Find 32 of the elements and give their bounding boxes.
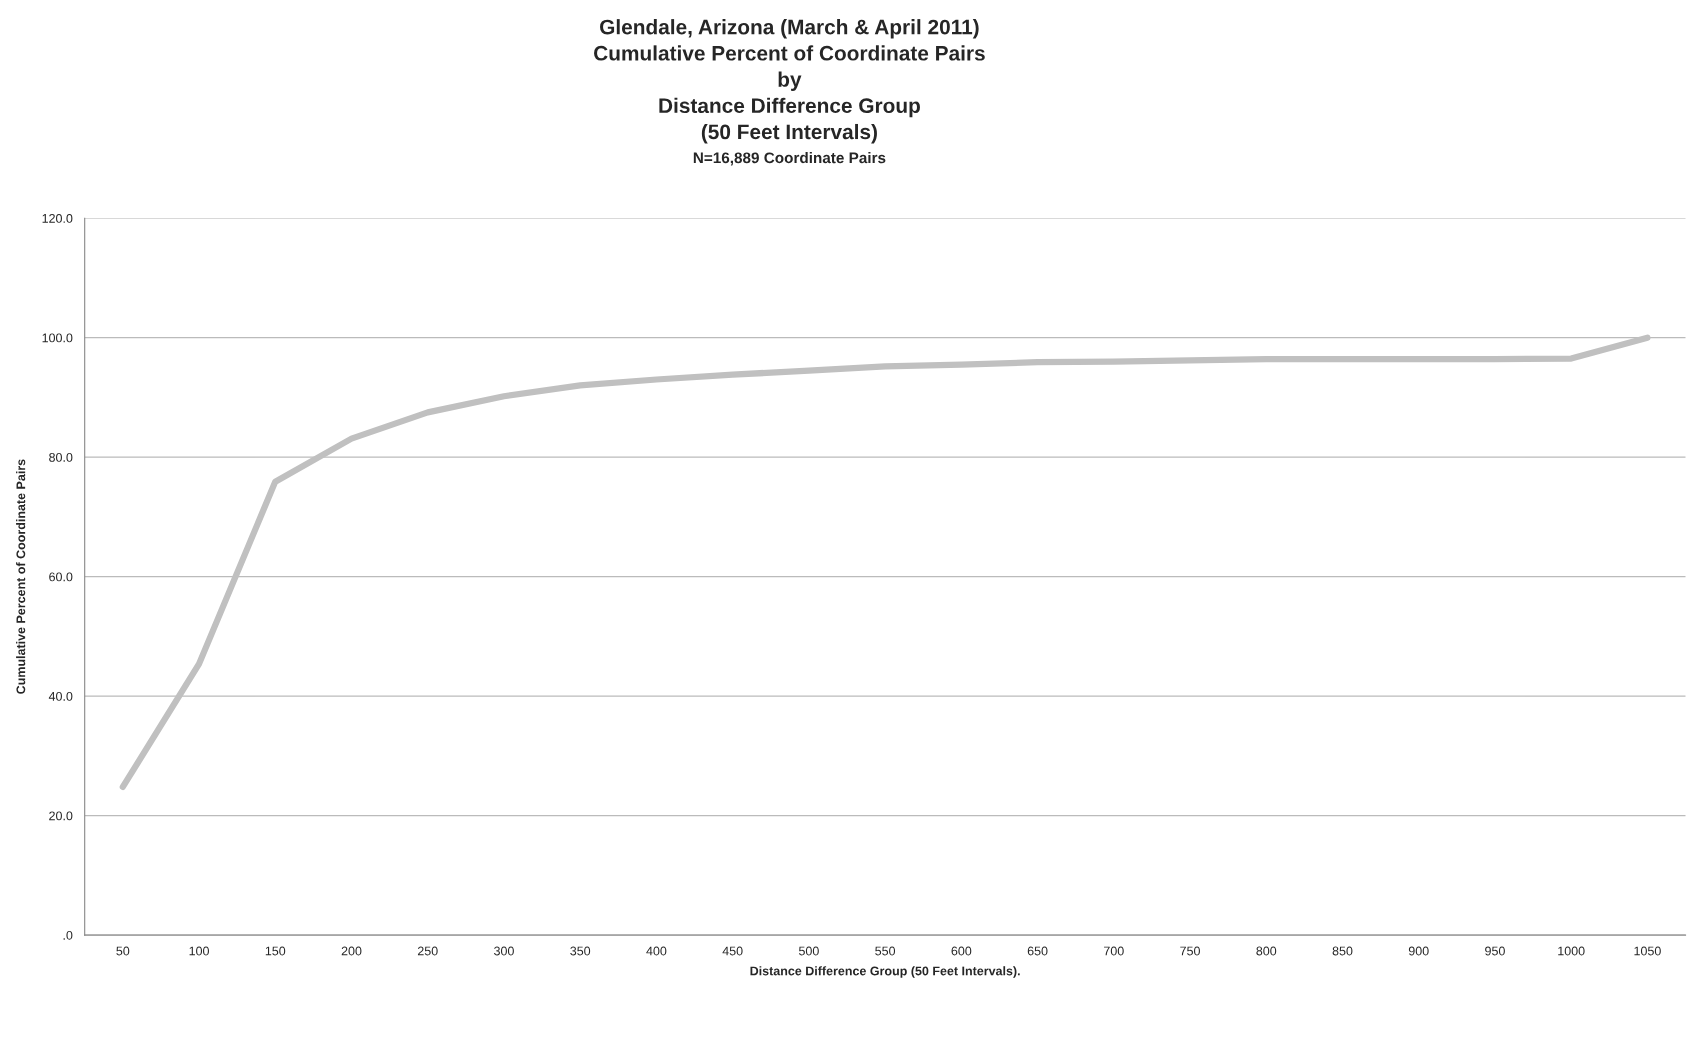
x-tick-label: 1000 bbox=[1558, 946, 1585, 956]
x-tick-label: 50 bbox=[116, 946, 130, 956]
y-axis-title: Cumulative Percent of Coordinate Pairs bbox=[16, 459, 26, 694]
y-tick-label: 80.0 bbox=[49, 452, 73, 462]
x-tick-label: 500 bbox=[798, 946, 819, 956]
y-tick-label: 120.0 bbox=[42, 213, 73, 223]
x-tick-label: 450 bbox=[722, 946, 743, 956]
chart-subtitle: N=16,889 Coordinate Pairs bbox=[693, 152, 886, 166]
x-tick-label: 650 bbox=[1027, 946, 1048, 956]
x-tick-label: 250 bbox=[417, 946, 438, 956]
x-tick-label: 350 bbox=[570, 946, 591, 956]
x-tick-label: 850 bbox=[1332, 946, 1353, 956]
y-tick-label: 40.0 bbox=[48, 691, 73, 701]
x-tick-label: 700 bbox=[1104, 946, 1124, 956]
x-tick-label: 300 bbox=[494, 946, 514, 956]
x-tick-label: 550 bbox=[875, 946, 896, 956]
x-tick-label: 150 bbox=[265, 946, 286, 956]
y-tick-label: 60.0 bbox=[49, 572, 73, 582]
x-tick-label: 1050 bbox=[1634, 946, 1661, 956]
x-tick-label: 200 bbox=[341, 946, 362, 956]
x-axis-title: Distance Difference Group (50 Feet Intervals). bbox=[750, 966, 1020, 978]
x-tick-label: 100 bbox=[189, 946, 209, 956]
x-tick-label: 950 bbox=[1485, 946, 1505, 956]
chart-title: Glendale, Arizona (March & April 2011) Cumulative Percent of Coordinate Pairs by Distance Difference Group (50 Feet Intervals) bbox=[594, 19, 985, 144]
x-tick-label: 900 bbox=[1408, 946, 1429, 956]
y-tick-label: .0 bbox=[63, 930, 73, 940]
x-tick-label: 800 bbox=[1256, 946, 1277, 956]
x-tick-label: 600 bbox=[951, 946, 972, 956]
y-tick-label: 20.0 bbox=[49, 811, 73, 821]
x-tick-label: 750 bbox=[1180, 946, 1200, 956]
x-tick-label: 400 bbox=[646, 946, 667, 956]
y-tick-label: 100.0 bbox=[42, 333, 73, 343]
